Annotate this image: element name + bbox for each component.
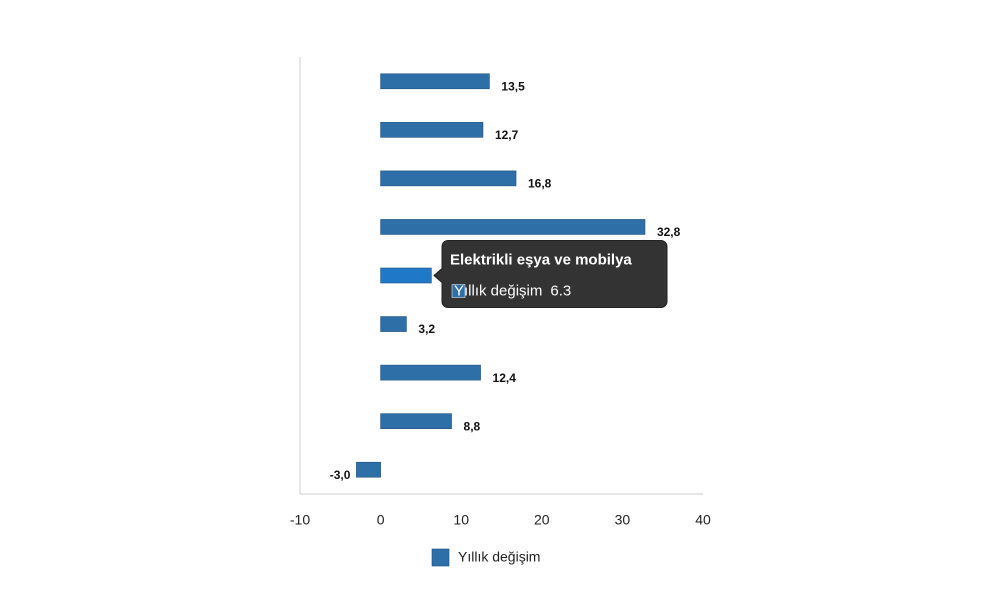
data-label: 12,4 — [493, 371, 517, 385]
bar — [380, 364, 481, 381]
tooltip-value: 6.3 — [550, 282, 571, 299]
bar — [380, 316, 407, 332]
data-label: 13,5 — [501, 79, 525, 93]
tooltip-series: Yıllık değişim — [454, 282, 542, 299]
x-tick-label: 0 — [377, 512, 385, 528]
tooltip-swatch — [451, 284, 466, 298]
tooltip: Elektrikli eşya ve mobilya Yıllık değişim… — [433, 240, 668, 308]
tooltip-line: Yıllık değişim 6.3 — [454, 282, 571, 299]
data-label: 3,2 — [418, 322, 435, 336]
bar — [380, 122, 484, 138]
x-tick-label: 40 — [695, 512, 711, 528]
bar — [380, 413, 452, 429]
legend-label: Yıllık değişim — [458, 549, 540, 565]
data-label: 12,7 — [495, 128, 519, 142]
x-tick-label: 20 — [534, 512, 550, 528]
bar — [380, 267, 432, 284]
data-label: 16,8 — [528, 177, 552, 191]
data-label: 8,8 — [464, 419, 481, 433]
data-label: -3,0 — [330, 468, 351, 482]
bar — [380, 170, 517, 187]
legend-swatch — [431, 548, 450, 567]
bar — [380, 219, 646, 235]
x-tick-label: 30 — [615, 512, 631, 528]
tooltip-title: Elektrikli eşya ve mobilya — [450, 251, 632, 268]
bar — [356, 461, 381, 478]
bar — [380, 73, 490, 90]
x-tick-label: 10 — [453, 512, 469, 528]
data-label: 32,8 — [657, 225, 681, 239]
tooltip-box — [433, 240, 668, 308]
x-tick-label: -10 — [290, 512, 310, 528]
